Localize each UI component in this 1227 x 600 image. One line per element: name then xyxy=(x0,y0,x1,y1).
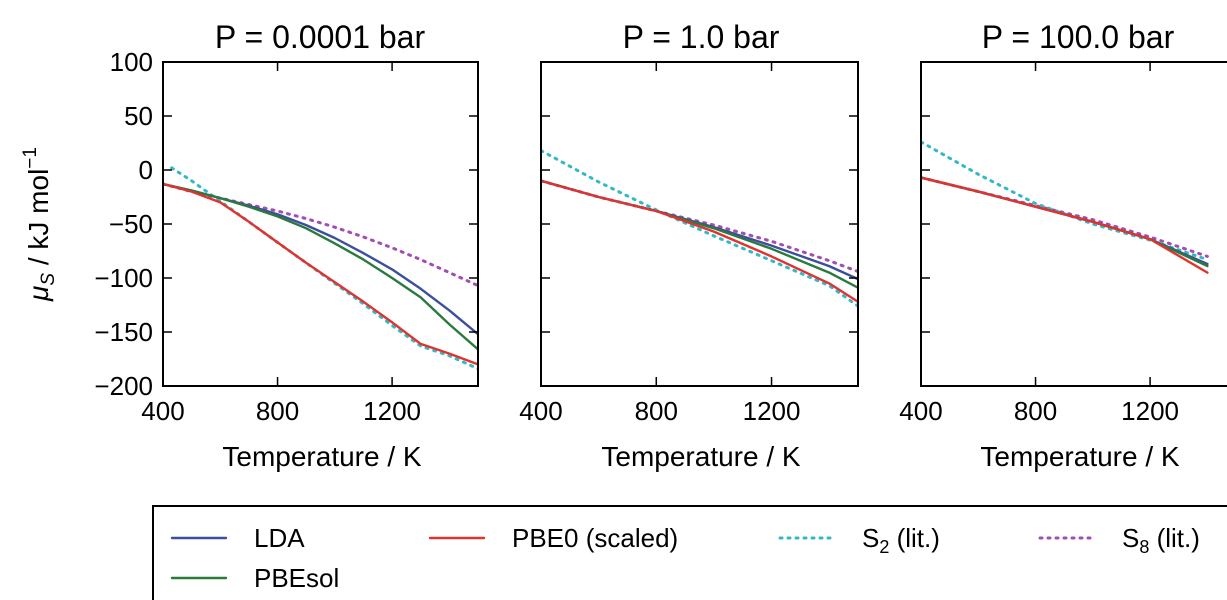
x-ticks: 400 800 1200 xyxy=(141,62,421,426)
panel-title: P = 0.0001 bar xyxy=(215,19,426,55)
series-line-pbesol xyxy=(163,182,478,351)
y-tick-label: −100 xyxy=(94,263,153,293)
series-line-s2-lit xyxy=(921,140,1209,262)
x-tick-label: 400 xyxy=(141,396,184,426)
x-tick-label: 400 xyxy=(899,396,942,426)
legend-label: LDA xyxy=(254,523,305,553)
legend: LDA PBE0 (scaled) S2 (lit.) S8 (lit.) PBEsol xyxy=(152,505,1227,600)
series-line-pbe0-scaled xyxy=(541,179,858,303)
legend-frame xyxy=(152,505,1227,600)
x-axis-label: Temperature / K xyxy=(222,441,422,472)
x-ticks: 400 800 1200 xyxy=(899,62,1179,426)
x-tick-label: 800 xyxy=(1014,396,1057,426)
legend-label: PBE0 (scaled) xyxy=(512,523,678,553)
series-line-pbe0-scaled xyxy=(163,182,478,366)
plot-area xyxy=(921,140,1209,274)
x-ticks: 400 800 1200 xyxy=(519,62,800,426)
plot-frame xyxy=(920,61,1227,387)
y-ticks xyxy=(921,61,930,387)
x-axis-label: Temperature / K xyxy=(601,441,801,472)
legend-label: PBEsol xyxy=(254,563,339,593)
series-line-pbesol xyxy=(921,176,1209,268)
series-line-pbe0-scaled xyxy=(921,176,1209,274)
y-ticks xyxy=(541,61,858,387)
panel-title: P = 1.0 bar xyxy=(623,19,780,55)
y-tick-label: −150 xyxy=(94,317,153,347)
x-tick-label: 1200 xyxy=(1121,396,1179,426)
y-tick-label: −200 xyxy=(94,371,153,401)
series-line-s2-lit xyxy=(170,166,478,371)
panel-0: P = 0.0001 bar 400 800 1200 100 50 0 −50 −100 −… xyxy=(94,19,479,472)
series-line-s2-lit xyxy=(541,149,858,308)
panel-title: P = 100.0 bar xyxy=(982,19,1175,55)
plot-area xyxy=(541,149,858,308)
series-line-lda xyxy=(921,176,1209,266)
x-tick-label: 800 xyxy=(635,396,678,426)
series-line-pbesol xyxy=(541,179,858,289)
plot-area xyxy=(163,166,478,371)
panel-1: P = 1.0 bar 400 800 1200 Temperature / K xyxy=(519,19,859,472)
legend-entries: LDA PBE0 (scaled) S2 (lit.) S8 (lit.) PBEsol xyxy=(170,523,1200,593)
y-tick-label: 50 xyxy=(124,101,153,131)
panel-2: P = 100.0 bar 400 800 1200 Temperature / K xyxy=(899,19,1227,472)
series-line-s8-lit xyxy=(163,182,478,288)
series-line-s8-lit xyxy=(541,179,858,273)
y-tick-label: 100 xyxy=(110,47,153,77)
legend-label: S2 (lit.) xyxy=(862,523,940,557)
y-ticks: 100 50 0 −50 −100 −150 −200 xyxy=(94,47,478,401)
legend-label: S8 (lit.) xyxy=(1122,523,1200,557)
x-tick-label: 1200 xyxy=(363,396,421,426)
x-tick-label: 1200 xyxy=(743,396,801,426)
x-tick-label: 400 xyxy=(519,396,562,426)
x-axis-label: Temperature / K xyxy=(980,441,1180,472)
series-line-lda xyxy=(163,182,478,336)
x-tick-label: 800 xyxy=(256,396,299,426)
y-axis-label: μS / kJ mol−1 xyxy=(20,147,59,302)
y-tick-label: 0 xyxy=(139,155,153,185)
y-tick-label: −50 xyxy=(109,209,153,239)
